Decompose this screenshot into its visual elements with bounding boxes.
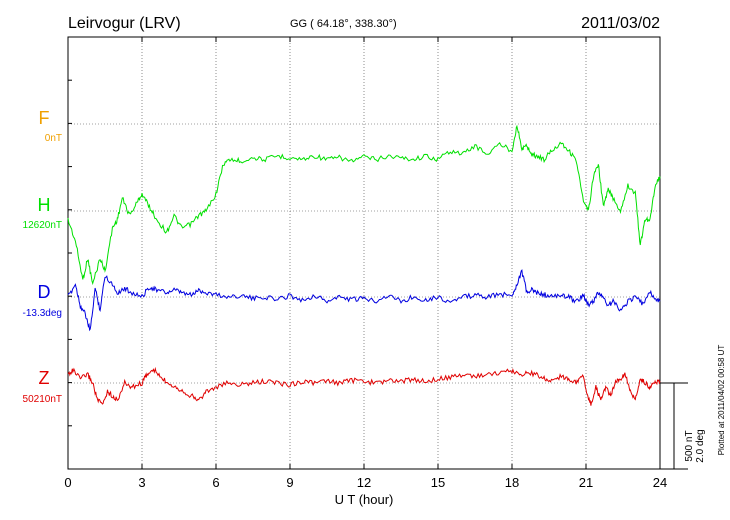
chart-date: 2011/03/02 [581, 15, 660, 32]
x-tick-label: 6 [212, 475, 219, 490]
plotted-timestamp: Plotted at 2011/04/02 00:58 UT [717, 345, 726, 456]
x-tick-label: 0 [64, 475, 71, 490]
series-label-h: H [38, 195, 51, 215]
x-tick-label: 24 [653, 475, 667, 490]
station-coordinates: GG ( 64.18°, 338.30°) [290, 18, 397, 30]
scale-bar-nt: 500 nT [684, 430, 695, 461]
series-label-f: F [39, 108, 50, 128]
series-label-z: Z [39, 368, 50, 388]
series-line-d [67, 269, 661, 332]
scale-bar-deg: 2.0 deg [695, 429, 706, 462]
x-axis-label: U T (hour) [335, 492, 394, 507]
series-line-z [67, 366, 661, 406]
series-baseline-h: 12620nT [23, 220, 62, 231]
series-baseline-d: -13.3deg [23, 308, 62, 319]
x-tick-label: 9 [286, 475, 293, 490]
station-title: Leirvogur (LRV) [68, 15, 181, 32]
series-baseline-f: 0nT [45, 133, 62, 144]
x-tick-label: 21 [579, 475, 593, 490]
x-tick-label: 15 [431, 475, 445, 490]
x-tick-label: 18 [505, 475, 519, 490]
series-line-h [67, 124, 661, 286]
x-axis-ticks: 0 3 6 9 12 15 18 21 24 [64, 37, 667, 490]
series-label-d: D [38, 282, 51, 302]
x-tick-label: 3 [138, 475, 145, 490]
series-baseline-z: 50210nT [23, 394, 62, 405]
grid-lines [68, 36, 660, 470]
x-tick-label: 12 [357, 475, 371, 490]
